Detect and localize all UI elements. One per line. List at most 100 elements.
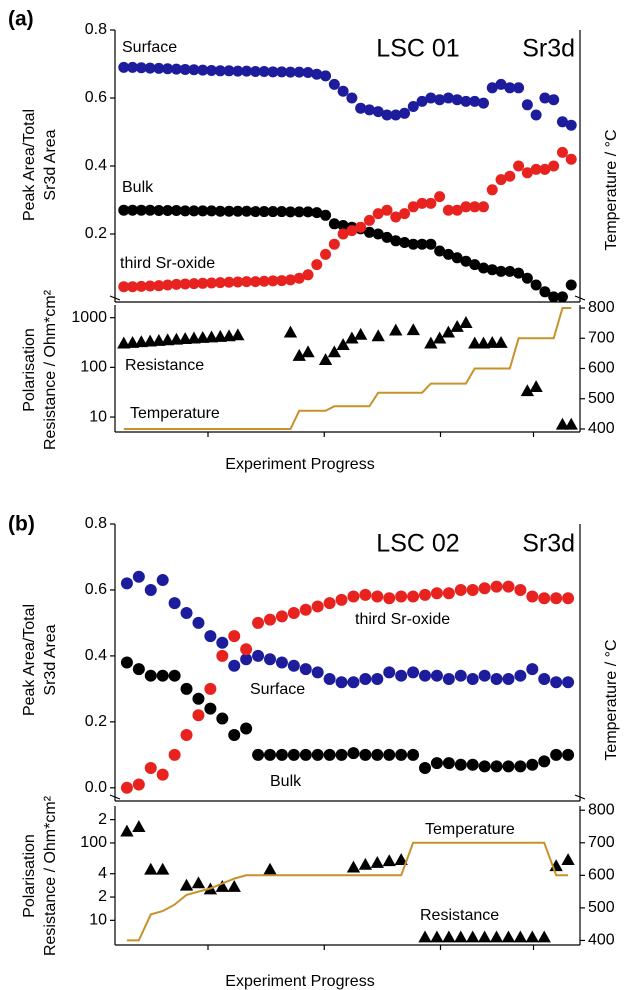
resistance-point [358,857,373,870]
resistance-point [501,930,516,943]
y2-tick-label: 600 [588,867,615,884]
data-point [132,570,145,583]
data-point [228,659,241,672]
data-point [434,94,446,106]
data-point [538,592,551,605]
data-point [302,269,314,281]
data-point [320,248,332,260]
data-point [407,201,419,213]
y-axis-label: Polarisation [21,328,38,412]
data-point [460,255,472,267]
resistance-point [382,854,396,867]
y-tick-label: 4 [98,865,107,882]
data-point [335,676,348,689]
resistance-point [459,316,473,328]
data-point [228,729,241,742]
data-point [228,630,241,643]
data-point [180,607,193,620]
data-point [416,238,428,250]
y2-tick-label: 500 [588,899,615,916]
data-point [486,264,498,276]
resistance-point [191,876,206,889]
data-point [287,748,300,761]
data-point [346,92,358,104]
data-point [407,666,420,679]
panel-label: (b) [8,513,35,536]
data-point [430,587,443,600]
data-point [425,92,437,104]
data-point [258,275,270,287]
data-point [451,94,463,106]
series-label: Bulk [270,773,302,790]
data-point [275,656,288,669]
data-point [264,653,276,666]
data-point [302,206,314,218]
data-point [425,238,437,250]
data-point [466,758,479,771]
series-label: third Sr-oxide [355,611,450,628]
data-point [371,672,384,685]
data-point [372,208,384,220]
resistance-point [160,333,175,346]
resistance-point [537,930,551,943]
resistance-point [120,824,134,837]
data-point [556,291,568,303]
axis-break [109,295,586,301]
resistance-point [564,417,578,430]
data-point [530,109,542,121]
data-point [490,760,503,773]
series-label: third Sr-oxide [120,255,215,272]
data-point [287,607,300,620]
y2-tick-label: 400 [588,420,615,437]
data-point [144,204,156,216]
data-point [478,582,491,595]
temperature-line [126,841,569,942]
data-point [232,205,244,217]
data-point [416,197,428,209]
data-point [197,277,209,289]
data-point [287,659,300,672]
resistance-point [179,878,194,891]
data-point [469,201,481,213]
data-point [206,205,218,217]
data-point [252,748,265,761]
data-point [454,583,467,596]
data-point [430,669,443,682]
data-point [526,663,539,676]
data-point [513,160,525,172]
data-point [118,204,130,216]
y-tick-label: 1000 [71,309,107,326]
data-point [383,666,396,679]
resistance-point [227,879,241,892]
data-point [284,66,296,78]
series-label: Resistance [125,357,204,374]
data-point [363,104,375,116]
data-point [442,587,455,600]
resistance-point [215,879,229,892]
resistance-point [424,336,438,349]
data-point [299,663,312,676]
chart-title: LSC 01 [376,35,459,63]
chart-title: LSC 02 [376,530,459,558]
data-point [216,712,229,725]
resistance-point [292,348,306,361]
data-point [240,653,253,666]
data-point [521,99,533,111]
data-point [442,92,454,104]
data-point [381,109,393,121]
data-point [335,593,348,606]
data-point [258,206,270,218]
data-point [530,163,542,175]
data-point [407,238,419,250]
data-point [232,65,244,77]
data-point [407,101,419,112]
y-tick-label: 2 [98,811,107,828]
data-point [206,277,218,289]
y-axis-label: Sr3d Area [42,129,59,200]
data-point [395,590,408,603]
panel-label: (a) [8,8,34,31]
data-point [204,682,217,695]
data-point [197,64,209,76]
data-point [548,160,560,172]
data-point [267,206,279,218]
